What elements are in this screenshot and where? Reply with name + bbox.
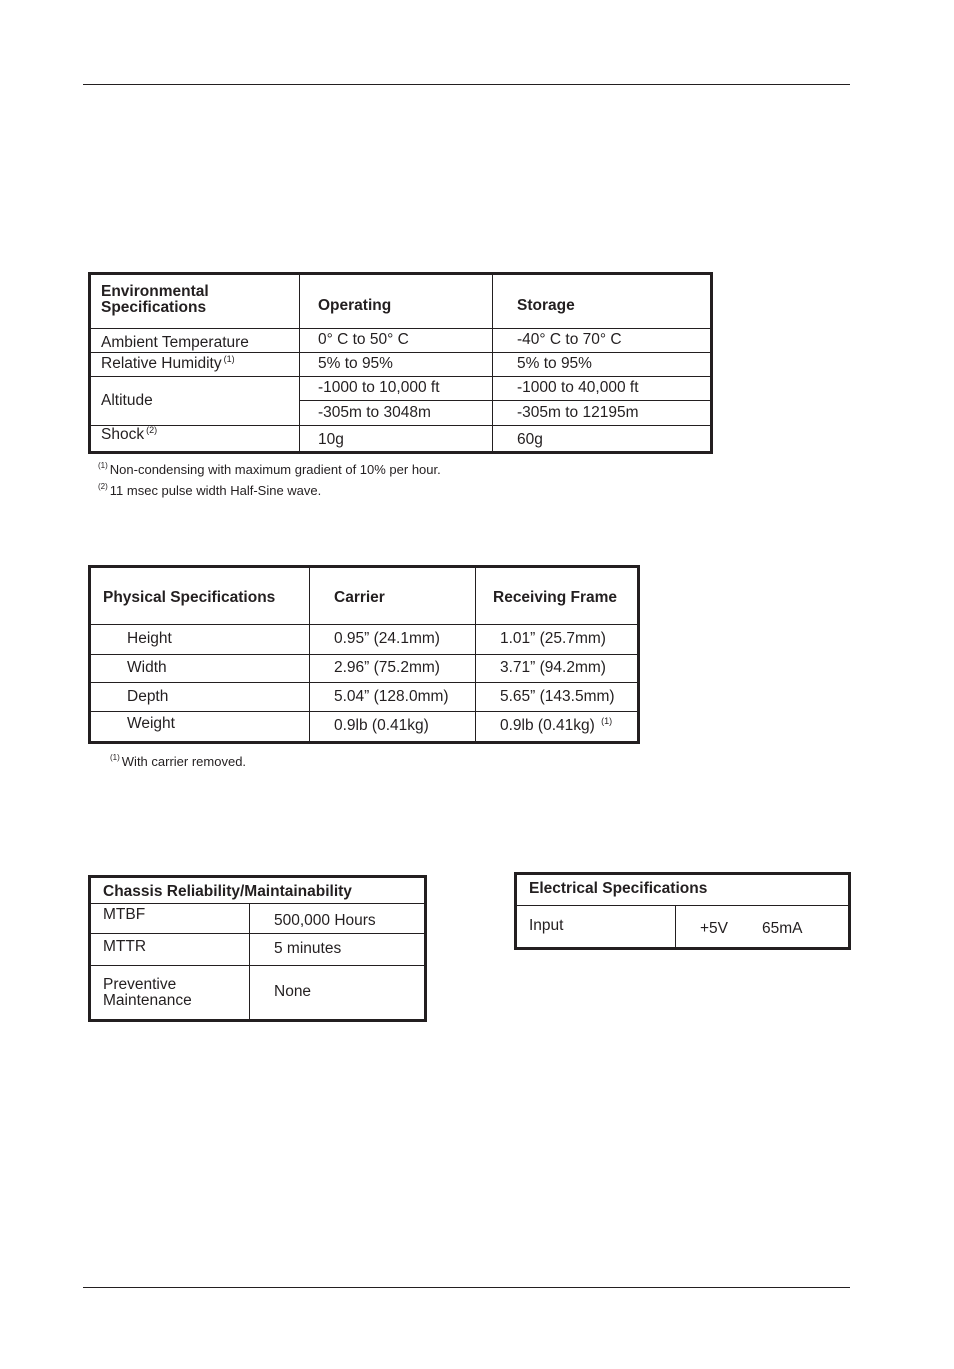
env-header-operating: Operating — [299, 273, 493, 329]
carrier-value: 0.9lb (0.41kg) — [309, 711, 476, 743]
footnote: (2) 11 msec pulse width Half-Sine wave. — [98, 482, 322, 498]
chassis-reliability-table: Chassis Reliability/Maintainability MTBF… — [88, 875, 427, 1022]
footnote-ref: (1) — [223, 354, 235, 365]
row-label: MTBF — [89, 903, 250, 934]
storage-value: 60g — [492, 425, 712, 453]
row-label: Preventive Maintenance — [89, 965, 250, 1021]
carrier-value: 2.96” (75.2mm) — [309, 654, 476, 683]
row-value: 500,000 Hours — [249, 903, 426, 934]
row-label: MTTR — [89, 933, 250, 966]
phys-header-carrier: Carrier — [309, 566, 476, 625]
storage-value: -305m to 12195m — [492, 400, 712, 426]
row-label: Ambient Temperature — [89, 328, 300, 353]
row-value: 5 minutes — [249, 933, 426, 966]
frame-value: 3.71” (94.2mm) — [475, 654, 639, 683]
footnote: (1) With carrier removed. — [110, 753, 247, 769]
row-label: Weight — [89, 711, 310, 743]
footnote-ref: (1) — [601, 716, 613, 727]
footer-rule — [83, 1287, 850, 1288]
operating-value: -1000 to 10,000 ft — [299, 376, 493, 401]
table-row: Ambient Temperature 0° C to 50° C -40° C… — [89, 328, 712, 353]
row-label: Width — [89, 654, 310, 683]
env-header-storage: Storage — [492, 273, 712, 329]
table-row: Relative Humidity (1) 5% to 95% 5% to 95% — [89, 352, 712, 377]
row-label: Height — [89, 624, 310, 655]
table-row: Depth 5.04” (128.0mm) 5.65” (143.5mm) — [89, 682, 639, 712]
table-row: Shock (2) 10g 60g — [89, 425, 712, 453]
table-row: MTTR 5 minutes — [89, 933, 426, 966]
operating-value: 10g — [299, 425, 493, 453]
row-value: None — [249, 965, 426, 1021]
table-row: -305m to 3048m -305m to 12195m — [90, 400, 712, 426]
row-label: Relative Humidity (1) — [89, 352, 300, 377]
row-label: Input — [515, 905, 676, 949]
voltage-value: +5V — [700, 920, 729, 938]
footnote-ref: (2) — [146, 425, 158, 435]
frame-value: 5.65” (143.5mm) — [475, 682, 639, 712]
row-value: +5V 65mA — [675, 905, 850, 949]
frame-value: 0.9lb (0.41kg) (1) — [475, 711, 639, 743]
carrier-value: 5.04” (128.0mm) — [309, 682, 476, 712]
environmental-specifications-table: Environmental Specifications Operating St… — [88, 272, 713, 454]
footnote: (1) Non-condensing with maximum gradient … — [98, 461, 441, 477]
frame-value: 1.01” (25.7mm) — [475, 624, 639, 655]
env-header-label: Environmental Specifications — [89, 273, 300, 329]
header-line: Specifications — [101, 299, 207, 317]
phys-header-frame: Receiving Frame — [475, 566, 639, 625]
table-row: Height 0.95” (24.1mm) 1.01” (25.7mm) — [89, 624, 639, 655]
physical-specifications-table: Physical Specifications Carrier Receivin… — [88, 565, 640, 744]
storage-value: 5% to 95% — [492, 352, 712, 377]
electrical-specifications-table: Electrical Specifications Input +5V 65mA — [514, 872, 851, 950]
header-line: Environmental — [101, 283, 209, 300]
operating-value: 5% to 95% — [299, 352, 493, 377]
table-row: MTBF 500,000 Hours — [89, 903, 426, 934]
current-value: 65mA — [762, 920, 803, 938]
chassis-title: Chassis Reliability/Maintainability — [89, 876, 426, 904]
operating-value: 0° C to 50° C — [299, 328, 493, 353]
carrier-value: 0.95” (24.1mm) — [309, 624, 476, 655]
storage-value: -40° C to 70° C — [492, 328, 712, 353]
table-row: Preventive Maintenance None — [89, 965, 426, 1021]
electrical-title: Electrical Specifications — [515, 873, 850, 906]
row-label: Altitude — [89, 376, 300, 426]
table-row: Weight 0.9lb (0.41kg) 0.9lb (0.41kg) (1) — [89, 711, 639, 743]
header-rule — [83, 84, 850, 85]
table-row: Width 2.96” (75.2mm) 3.71” (94.2mm) — [89, 654, 639, 683]
phys-header-label: Physical Specifications — [89, 566, 310, 625]
table-row: Altitude -1000 to 10,000 ft -1000 to 40,… — [89, 376, 712, 426]
operating-value: -305m to 3048m — [299, 400, 493, 426]
table-row: Input +5V 65mA — [515, 905, 850, 949]
row-label: Depth — [89, 682, 310, 712]
row-label: Shock (2) — [89, 425, 300, 453]
storage-value: -1000 to 40,000 ft — [492, 376, 712, 401]
